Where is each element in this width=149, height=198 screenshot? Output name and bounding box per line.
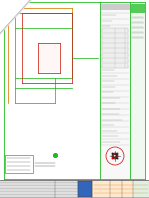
Bar xyxy=(78,181,92,197)
Bar xyxy=(0,180,149,182)
Bar xyxy=(133,181,149,197)
Bar xyxy=(0,190,149,192)
Polygon shape xyxy=(0,0,32,35)
Polygon shape xyxy=(0,0,30,33)
Bar xyxy=(0,183,149,185)
Bar xyxy=(0,186,149,188)
Bar xyxy=(0,182,149,183)
Bar xyxy=(0,185,149,186)
Bar xyxy=(102,28,128,68)
Bar xyxy=(100,2,130,179)
Bar xyxy=(92,181,149,197)
Bar xyxy=(131,4,145,13)
Bar xyxy=(100,4,129,10)
Bar xyxy=(5,155,33,173)
Bar xyxy=(130,2,145,179)
Bar xyxy=(39,44,59,72)
Bar xyxy=(0,192,149,193)
Bar xyxy=(0,193,149,195)
Bar xyxy=(0,196,149,198)
Bar xyxy=(0,188,149,189)
Bar xyxy=(0,195,149,196)
Bar xyxy=(0,189,149,190)
